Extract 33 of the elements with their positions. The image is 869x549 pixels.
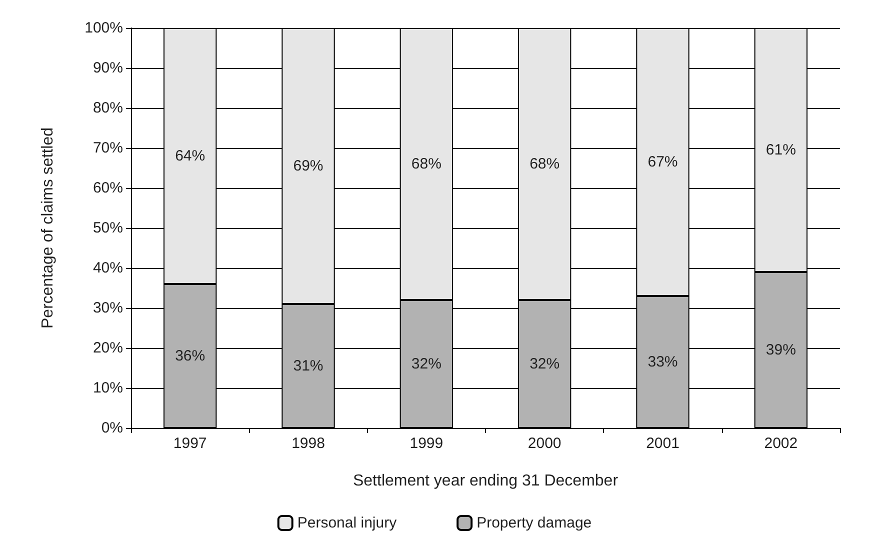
y-tick-label: 30% [92, 300, 123, 316]
y-tick-label: 90% [92, 60, 123, 76]
x-tick-label: 1998 [292, 435, 325, 452]
data-label: 33% [648, 354, 678, 370]
y-tick-label: 70% [92, 140, 123, 156]
x-tick-label: 1997 [173, 435, 207, 452]
data-label: 67% [648, 154, 678, 170]
y-tick-label: 40% [92, 260, 123, 276]
y-tick-label: 80% [92, 100, 123, 116]
y-tick-label: 10% [92, 380, 123, 396]
data-label: 61% [766, 142, 796, 158]
data-label: 68% [530, 156, 560, 172]
data-label: 32% [411, 356, 442, 372]
y-tick-label: 100% [84, 20, 123, 36]
y-tick-label: 20% [92, 340, 123, 356]
x-tick-label: 2001 [646, 435, 680, 452]
legend-label: Property damage [476, 514, 592, 532]
y-tick-label: 0% [101, 420, 123, 436]
data-label: 69% [293, 158, 324, 174]
data-label: 64% [175, 148, 206, 164]
data-label: 68% [411, 156, 442, 172]
legend-label: Personal injury [297, 514, 398, 532]
data-label: 39% [766, 342, 796, 358]
data-label: 32% [530, 356, 560, 372]
x-tick-label: 1999 [410, 435, 444, 452]
y-tick-label: 50% [92, 220, 123, 236]
x-tick-label: 2000 [528, 435, 562, 452]
y-tick-label: 60% [92, 180, 123, 196]
x-tick-label: 2002 [764, 435, 798, 452]
x-axis-title: Settlement year ending 31 December [352, 472, 619, 490]
data-label: 31% [293, 358, 324, 374]
data-label: 36% [175, 348, 206, 364]
y-axis-title: Percentage of claims settled [40, 128, 56, 328]
